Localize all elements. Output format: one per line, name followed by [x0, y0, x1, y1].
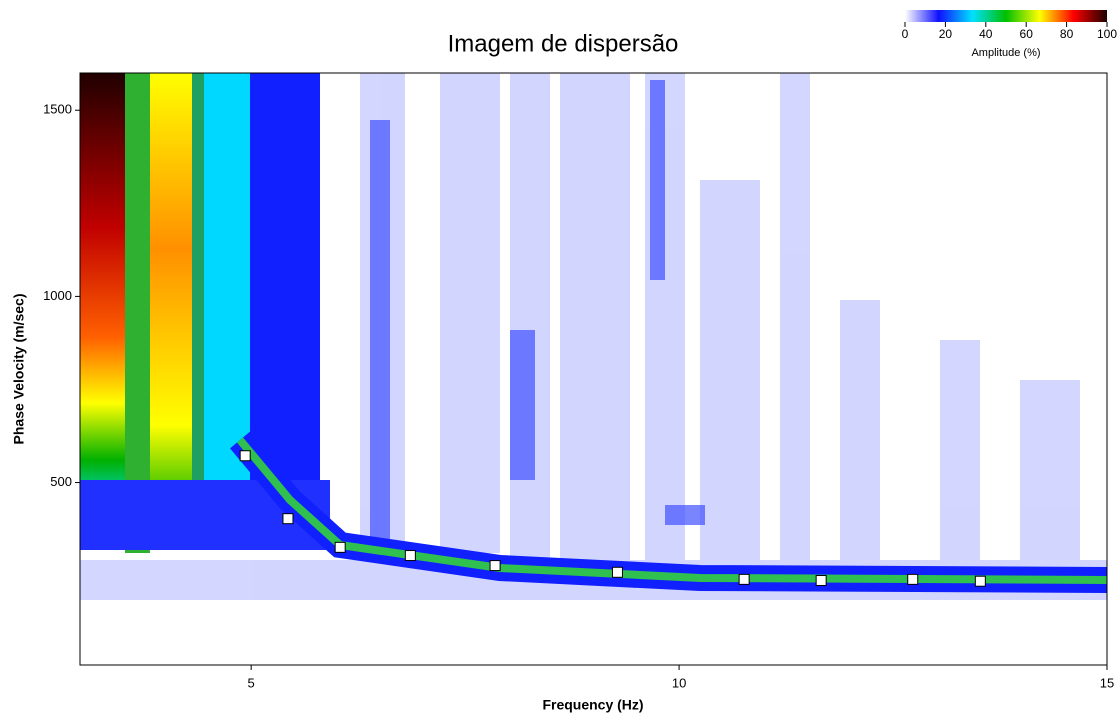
colorbar [905, 10, 1107, 22]
green-band [125, 73, 150, 553]
picked-point [404, 550, 416, 562]
y-tick-label: 500 [50, 474, 72, 489]
picked-point [738, 573, 750, 585]
y-axis-label: Phase Velocity (m/sec) [11, 294, 27, 445]
mid-stripes [370, 80, 705, 560]
colorbar-tick-label: 0 [902, 27, 909, 41]
x-tick-label: 15 [1100, 675, 1114, 690]
x-tick-label: 5 [248, 675, 255, 690]
picked-point [974, 575, 986, 587]
plot-frame [79, 72, 1108, 666]
colorbar-tick-label: 80 [1060, 27, 1074, 41]
y-tick-label: 1500 [43, 102, 72, 117]
colorbar-tick-label: 100 [1097, 27, 1117, 41]
x-axis-label: Frequency (Hz) [542, 697, 643, 713]
picked-point [907, 573, 919, 585]
x-tick-label: 10 [672, 675, 686, 690]
colorbar-tick-label: 40 [979, 27, 993, 41]
colorbar-label: Amplitude (%) [971, 47, 1040, 59]
colorbar-tick-label: 20 [939, 27, 953, 41]
heatmap [80, 73, 1107, 665]
picked-point [282, 513, 294, 525]
chart-title: Imagem de dispersão [448, 30, 679, 57]
picked-point [489, 560, 501, 572]
blue-band [250, 73, 320, 503]
picked-point [611, 566, 623, 578]
picked-point [239, 450, 251, 462]
picked-point [815, 574, 827, 586]
warm-band [150, 73, 192, 513]
curve-core [236, 437, 1107, 584]
hot-band [80, 73, 125, 513]
colorbar-tick-label: 60 [1020, 27, 1034, 41]
picked-point [334, 541, 346, 553]
faint-stripes [80, 73, 1107, 600]
y-tick-label: 1000 [43, 288, 72, 303]
green-band-2 [192, 73, 204, 533]
